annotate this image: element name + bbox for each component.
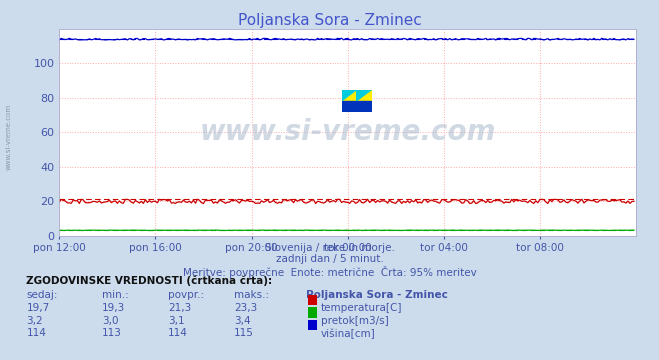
Text: 3,1: 3,1 <box>168 316 185 326</box>
Text: 115: 115 <box>234 328 254 338</box>
Text: zadnji dan / 5 minut.: zadnji dan / 5 minut. <box>275 254 384 264</box>
Text: maks.:: maks.: <box>234 290 269 300</box>
Text: ZGODOVINSKE VREDNOSTI (črtkana črta):: ZGODOVINSKE VREDNOSTI (črtkana črta): <box>26 275 272 286</box>
Polygon shape <box>342 90 372 100</box>
Text: 3,0: 3,0 <box>102 316 119 326</box>
Polygon shape <box>342 100 372 112</box>
Text: www.si-vreme.com: www.si-vreme.com <box>200 118 496 146</box>
Text: pretok[m3/s]: pretok[m3/s] <box>321 316 389 326</box>
Text: 21,3: 21,3 <box>168 303 191 313</box>
Polygon shape <box>342 90 357 100</box>
Text: Poljanska Sora - Zminec: Poljanska Sora - Zminec <box>238 13 421 28</box>
Text: sedaj:: sedaj: <box>26 290 58 300</box>
Text: 3,4: 3,4 <box>234 316 250 326</box>
Text: 19,7: 19,7 <box>26 303 49 313</box>
Text: 113: 113 <box>102 328 122 338</box>
Text: 114: 114 <box>168 328 188 338</box>
Text: 3,2: 3,2 <box>26 316 43 326</box>
Text: 19,3: 19,3 <box>102 303 125 313</box>
Text: Poljanska Sora - Zminec: Poljanska Sora - Zminec <box>306 290 448 300</box>
Text: Slovenija / reke in morje.: Slovenija / reke in morje. <box>264 243 395 253</box>
Polygon shape <box>357 90 372 100</box>
Text: 23,3: 23,3 <box>234 303 257 313</box>
Text: www.si-vreme.com: www.si-vreme.com <box>5 104 12 170</box>
Text: temperatura[C]: temperatura[C] <box>321 303 403 313</box>
Text: 114: 114 <box>26 328 46 338</box>
Text: višina[cm]: višina[cm] <box>321 328 376 339</box>
Text: Meritve: povprečne  Enote: metrične  Črta: 95% meritev: Meritve: povprečne Enote: metrične Črta:… <box>183 266 476 278</box>
Text: povpr.:: povpr.: <box>168 290 204 300</box>
Text: min.:: min.: <box>102 290 129 300</box>
